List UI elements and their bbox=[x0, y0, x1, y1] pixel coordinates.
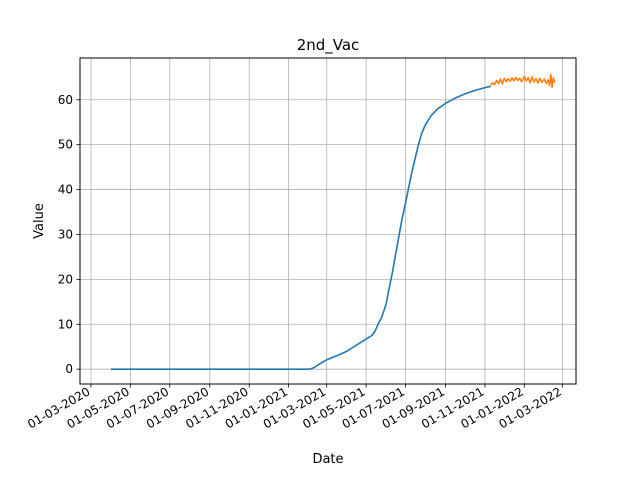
y-tick-label: 50 bbox=[58, 138, 73, 152]
y-tick-label: 10 bbox=[58, 317, 73, 331]
plot-frame bbox=[79, 57, 577, 385]
y-tick-label: 40 bbox=[58, 183, 73, 197]
chart-title: 2nd_Vac bbox=[297, 36, 360, 55]
y-axis: 0 10 20 30 40 50 60 bbox=[58, 93, 80, 376]
gridlines bbox=[80, 58, 576, 384]
y-tick-label: 30 bbox=[58, 227, 73, 241]
y-tick-label: 20 bbox=[58, 272, 73, 286]
x-axis-label: Date bbox=[312, 452, 343, 467]
plot-area-background bbox=[80, 58, 576, 384]
series-line-1 bbox=[111, 85, 491, 370]
y-tick-label: 60 bbox=[58, 93, 73, 107]
y-tick-label: 0 bbox=[65, 362, 73, 376]
y-axis-label: Value bbox=[32, 203, 47, 239]
series-layer bbox=[111, 73, 556, 370]
series-line-2 bbox=[490, 73, 556, 88]
